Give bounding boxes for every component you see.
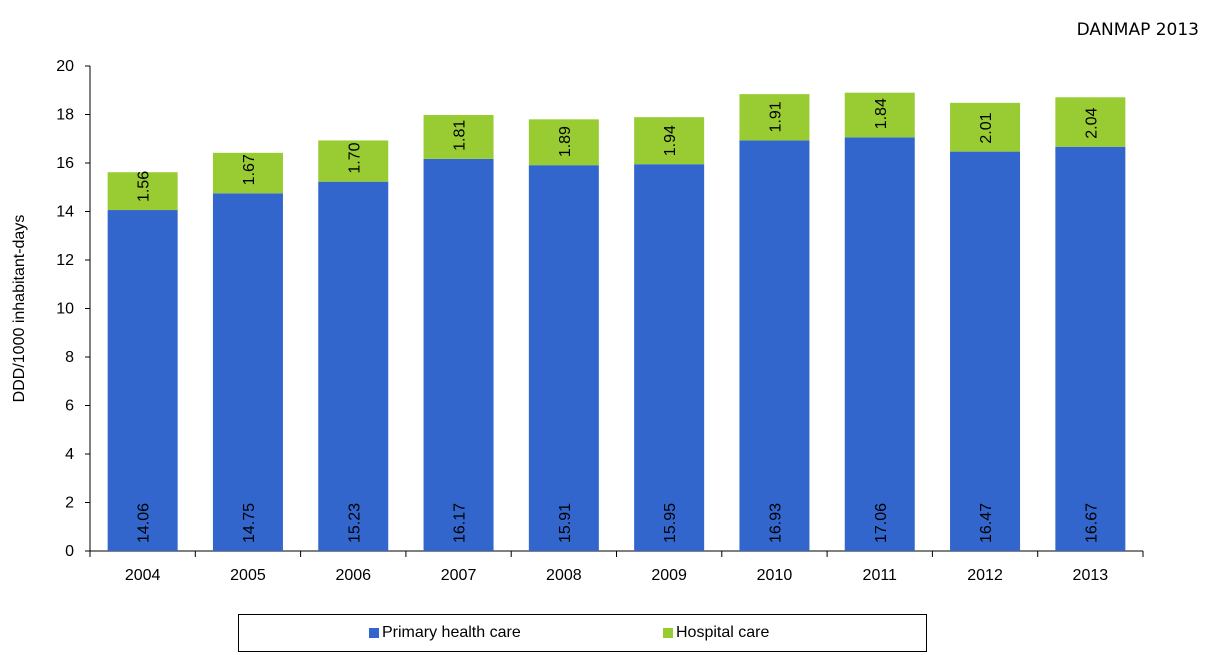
bar-primary-health-care-2012 [950,151,1021,552]
bar-hospital-care-2009 [634,117,705,165]
bar-primary-health-care-2010 [739,140,810,551]
bar-primary-health-care-2011 [844,137,915,552]
data-label-hospital-care-2009: 1.94 [662,125,679,156]
bar-hospital-care-2007 [423,114,494,159]
data-label-hospital-care-2007: 1.81 [452,120,469,151]
bar-primary-health-care-2009 [634,164,705,551]
y-tick-label-2: 2 [65,495,74,512]
data-label-primary-health-care-2012: 16.47 [978,503,995,543]
bar-primary-health-care-2007 [423,158,494,551]
x-tick-label-2005: 2005 [230,567,266,584]
y-tick-label-10: 10 [56,301,74,318]
x-tick-label-2012: 2012 [967,567,1003,584]
data-label-primary-health-care-2011: 17.06 [873,503,890,543]
bar-hospital-care-2008 [528,119,599,166]
bar-hospital-care-2011 [844,92,915,138]
data-label-hospital-care-2004: 1.56 [136,171,153,202]
bar-hospital-care-2006 [318,140,389,182]
y-tick-label-16: 16 [56,155,74,172]
bar-hospital-care-2005 [212,152,283,194]
stacked-bar-chart: 0 2 4 6 8 10 12 14 16 18 20 DDD/1000 inhabitant-day… [11,58,1144,584]
legend: Primary health care Hospital care [238,614,927,652]
bar-hospital-care-2012 [950,102,1021,152]
data-label-hospital-care-2005: 1.67 [241,154,258,185]
y-tick-label-20: 20 [56,58,74,75]
legend-item-primary-health-care: Primary health care [369,624,521,642]
data-label-primary-health-care-2013: 16.67 [1083,503,1100,543]
x-tick-label-2008: 2008 [546,567,582,584]
y-tick-label-8: 8 [65,349,74,366]
bar-hospital-care-2013 [1055,97,1126,147]
data-label-hospital-care-2013: 2.04 [1083,108,1100,139]
legend-label-primary-health-care: Primary health care [382,624,521,641]
data-label-primary-health-care-2004: 14.06 [136,503,153,543]
data-label-hospital-care-2011: 1.84 [873,98,890,129]
x-tick-label-2009: 2009 [651,567,687,584]
x-tick-label-2010: 2010 [757,567,793,584]
bar-primary-health-care-2004 [107,210,178,552]
y-tick-label-12: 12 [56,252,74,269]
y-tick-label-4: 4 [65,446,74,463]
bar-primary-health-care-2008 [528,165,599,551]
x-tick-label-2007: 2007 [441,567,477,584]
data-label-hospital-care-2010: 1.91 [767,101,784,132]
bar-primary-health-care-2005 [212,193,283,551]
y-tick-label-6: 6 [65,398,74,415]
x-tick-label-2011: 2011 [863,567,898,584]
bar-hospital-care-2010 [739,94,810,141]
data-label-primary-health-care-2008: 15.91 [557,503,574,543]
data-label-hospital-care-2006: 1.70 [346,142,363,173]
data-label-hospital-care-2012: 2.01 [978,112,995,143]
data-label-primary-health-care-2009: 15.95 [662,503,679,543]
bar-hospital-care-2004 [107,172,178,211]
y-tick-label-14: 14 [56,204,74,221]
legend-item-hospital-care: Hospital care [663,624,769,642]
legend-label-hospital-care: Hospital care [676,624,770,641]
y-tick-label-0: 0 [65,543,74,560]
data-label-primary-health-care-2007: 16.17 [452,503,469,543]
y-tick-label-18: 18 [56,107,74,124]
bar-primary-health-care-2013 [1055,146,1126,551]
y-axis-title: DDD/1000 inhabitant-days [11,215,28,403]
legend-swatch-primary-health-care [369,628,379,638]
data-label-hospital-care-2008: 1.89 [557,126,574,157]
data-label-primary-health-care-2010: 16.93 [767,503,784,543]
bar-primary-health-care-2006 [318,181,389,552]
x-tick-label-2004: 2004 [125,567,161,584]
x-tick-label-2006: 2006 [335,567,371,584]
data-label-primary-health-care-2005: 14.75 [241,503,258,543]
x-tick-label-2013: 2013 [1073,567,1109,584]
source-tag: DANMAP 2013 [1076,20,1199,40]
legend-swatch-hospital-care [663,628,673,638]
data-label-primary-health-care-2006: 15.23 [346,503,363,543]
